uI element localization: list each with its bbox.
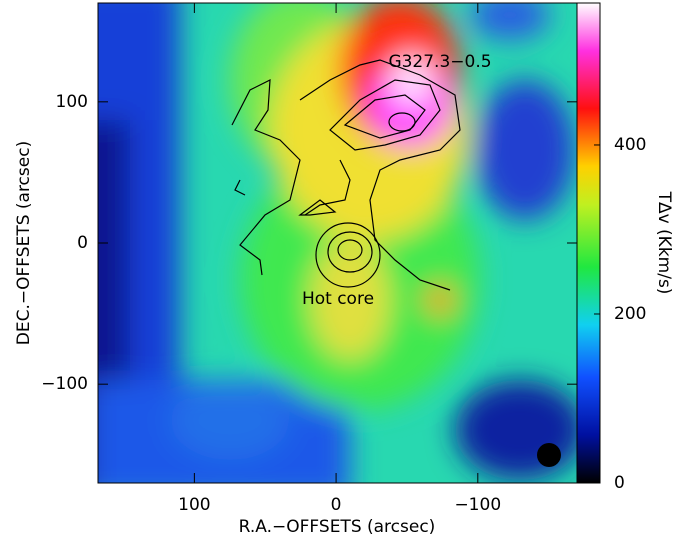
annotation: G327.3−0.5 — [388, 52, 491, 72]
x-tick-label: 100 — [178, 495, 210, 515]
colorbar-label: TΔv (Kkm/s) — [654, 191, 674, 295]
colorbar — [576, 2, 601, 484]
y-axis-label: DEC.−OFFSETS (arcsec) — [14, 141, 34, 345]
colorbar-tick-label: 400 — [614, 135, 646, 155]
y-tick-label: −100 — [41, 374, 88, 394]
intensity-map — [98, 3, 577, 483]
annotation: Hot core — [302, 289, 374, 309]
y-tick-label: 0 — [77, 233, 88, 253]
y-tick-label: 100 — [56, 92, 88, 112]
colorbar-tick-label: 200 — [614, 304, 646, 324]
x-axis-label: R.A.−OFFSETS (arcsec) — [239, 517, 436, 537]
x-tick-label: −100 — [454, 495, 501, 515]
colorbar-tick-label: 0 — [614, 473, 625, 493]
x-tick-label: 0 — [331, 495, 342, 515]
